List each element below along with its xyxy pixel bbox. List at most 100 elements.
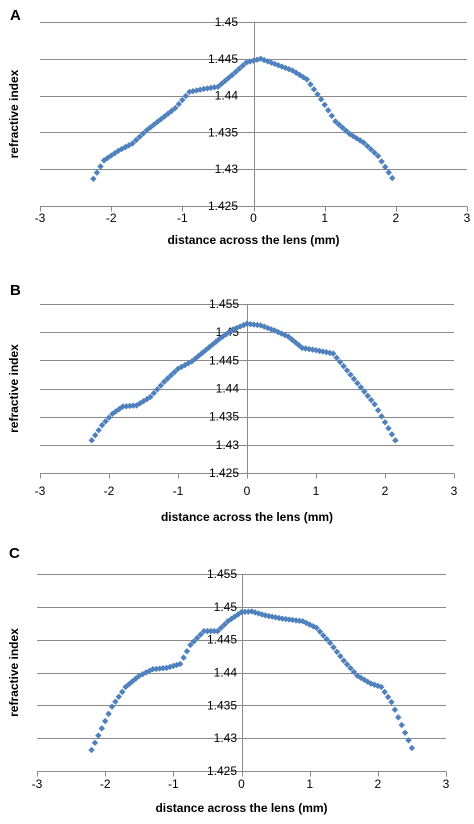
data-point: [253, 56, 261, 63]
x-tick-label: 3: [451, 484, 458, 498]
data-point: [241, 608, 249, 616]
y-tick-label: 1.445: [209, 353, 239, 367]
y-tick-label: 1.44: [215, 89, 239, 103]
data-point: [95, 732, 102, 739]
data-point: [182, 92, 190, 100]
panel-label: A: [10, 7, 21, 24]
data-point: [360, 139, 368, 146]
data-point: [136, 133, 143, 141]
data-point: [357, 384, 365, 391]
data-point: [179, 96, 186, 104]
data-point: [239, 62, 247, 69]
data-point: [340, 363, 347, 370]
y-axis-title: refractive index: [7, 344, 21, 433]
data-point: [321, 101, 328, 108]
data-point: [167, 372, 175, 379]
data-point: [93, 169, 101, 176]
y-tick-label: 1.45: [215, 15, 239, 29]
x-tick-label: 2: [382, 484, 389, 498]
x-tick-label: 1: [306, 777, 313, 791]
data-point: [378, 413, 385, 420]
data-point: [385, 169, 392, 176]
data-point: [159, 665, 167, 672]
data-point: [257, 55, 264, 62]
x-tick-label: -1: [168, 777, 179, 791]
data-point: [347, 665, 354, 672]
data-point: [226, 328, 233, 335]
series-points: [88, 320, 399, 444]
data-point: [292, 617, 300, 624]
data-point: [371, 149, 378, 156]
data-point: [310, 86, 318, 93]
data-point: [88, 437, 95, 444]
data-point: [392, 437, 399, 444]
data-point: [154, 386, 161, 393]
data-point: [367, 146, 375, 153]
data-point: [314, 91, 321, 98]
data-point: [332, 118, 339, 125]
data-point: [381, 688, 388, 696]
data-point: [371, 401, 378, 408]
data-point: [180, 654, 187, 661]
data-point: [147, 393, 154, 401]
data-point: [323, 635, 330, 643]
data-point: [228, 71, 236, 79]
data-point: [192, 355, 199, 362]
data-point: [125, 680, 133, 688]
data-point: [197, 631, 204, 638]
data-point: [309, 623, 317, 630]
data-point: [335, 121, 343, 128]
data-point: [384, 693, 392, 701]
data-point: [378, 683, 385, 691]
data-point: [236, 65, 243, 72]
data-point: [221, 621, 228, 628]
data-point: [357, 137, 364, 144]
y-tick-label: 1.455: [207, 567, 237, 581]
data-point: [146, 667, 153, 675]
data-point: [364, 392, 371, 400]
data-point: [200, 627, 208, 635]
panel-c: C -3 -2 -1 0 1 2 3 1.425 1.43 1.435 1.44 1.445 1.45 1.…: [7, 545, 450, 815]
data-point: [204, 627, 211, 635]
data-point: [408, 744, 416, 752]
data-point: [361, 388, 368, 395]
data-point: [176, 660, 184, 668]
data-point: [98, 725, 105, 732]
y-tick-label: 1.425: [208, 199, 238, 213]
data-point: [139, 130, 147, 137]
data-point: [108, 703, 116, 710]
y-tick-label: 1.435: [207, 698, 237, 712]
data-point: [183, 648, 191, 655]
data-point: [296, 617, 303, 625]
data-point: [109, 410, 116, 418]
y-tick-label: 1.45: [214, 600, 238, 614]
data-point: [157, 382, 164, 389]
x-axis-title: distance across the lens (mm): [161, 510, 333, 524]
y-tick-label: 1.445: [208, 52, 238, 66]
data-point: [343, 367, 351, 374]
data-point: [303, 76, 311, 83]
data-point: [405, 737, 412, 744]
y-tick-label: 1.43: [216, 438, 240, 452]
data-point: [132, 675, 140, 682]
data-point: [112, 698, 119, 705]
data-point: [388, 698, 395, 706]
data-point: [326, 639, 334, 647]
data-point: [98, 421, 106, 429]
data-point: [173, 661, 180, 669]
data-point: [316, 628, 324, 635]
y-axis-title: refractive index: [7, 69, 21, 158]
data-point: [320, 632, 327, 639]
data-point: [330, 350, 337, 357]
data-point: [207, 627, 215, 635]
x-tick-label: 0: [238, 777, 245, 791]
data-point: [342, 127, 350, 134]
data-point: [218, 80, 225, 88]
data-point: [187, 641, 194, 649]
data-point: [214, 627, 221, 635]
data-point: [156, 665, 163, 672]
y-tick-label: 1.43: [214, 731, 238, 745]
data-point: [381, 163, 389, 171]
data-point: [282, 64, 289, 72]
data-point: [157, 115, 165, 123]
